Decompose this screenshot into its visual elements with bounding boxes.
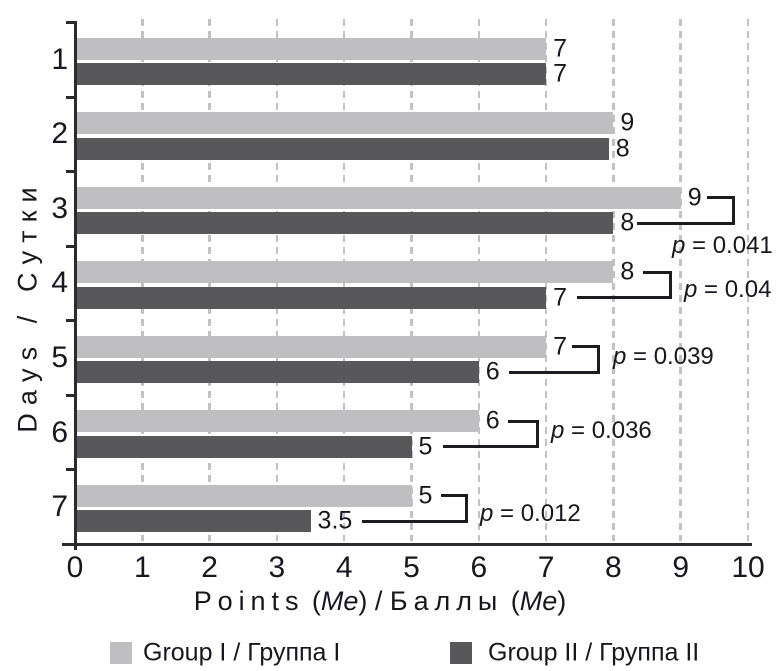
p-bracket-vertical-day5 xyxy=(597,345,600,374)
p-value-label-day7: p = 0.012 xyxy=(480,500,581,527)
p-symbol: p xyxy=(672,232,686,259)
y-tick-label-day1: 1 xyxy=(51,42,68,76)
p-value-label-day4: p = 0.04 xyxy=(684,276,772,303)
gridline-x8 xyxy=(612,19,615,541)
x-axis-title-part-5: ( xyxy=(503,586,520,616)
y-tick-label-day2: 2 xyxy=(51,117,68,151)
x-tick-label-6: 6 xyxy=(470,551,488,584)
y-tick-label-day7: 7 xyxy=(51,490,68,524)
value-label-series1-day4: 8 xyxy=(620,257,635,286)
value-label-series1-day1: 7 xyxy=(553,34,567,62)
gridline-x9 xyxy=(679,19,682,541)
value-label-series1-day2: 9 xyxy=(620,108,635,137)
p-bracket-vertical-day3 xyxy=(732,196,735,225)
y-axis-tick-5 xyxy=(66,393,75,397)
bar-series2-day2 xyxy=(76,137,609,160)
gridline-x10 xyxy=(746,19,750,541)
y-tick-label-day5: 5 xyxy=(51,341,68,375)
y-axis-tick-3 xyxy=(66,244,75,248)
value-label-series2-day3: 8 xyxy=(620,208,635,237)
y-axis-tick-2 xyxy=(66,170,75,174)
y-axis-tick-1 xyxy=(66,95,75,99)
x-axis-title-part-6: Me xyxy=(519,586,558,616)
p-bracket-vertical-day4 xyxy=(669,270,672,300)
y-axis-tick-4 xyxy=(66,319,75,323)
p-symbol: p xyxy=(480,500,494,527)
p-bracket-top-day3 xyxy=(707,196,735,200)
x-axis-title-part-2: Me xyxy=(320,586,359,616)
value-label-series2-day4: 7 xyxy=(553,283,567,312)
p-bracket-top-day7 xyxy=(441,494,468,498)
x-tick-label-4: 4 xyxy=(335,551,353,584)
bar-series1-day7 xyxy=(76,484,412,507)
x-axis-title-part-4: Баллы xyxy=(389,586,504,616)
value-label-series2-day7: 3.5 xyxy=(317,506,353,535)
bar-series1-day2 xyxy=(76,112,614,135)
y-axis-tick-6 xyxy=(66,468,75,472)
x-axis-title-part-0: Points xyxy=(193,586,305,616)
p-bracket-top-day6 xyxy=(508,419,539,423)
bar-series1-day5 xyxy=(76,335,547,358)
legend-label-group1: Group I / Группа I xyxy=(143,638,341,667)
x-axis-title-part-3: ) / xyxy=(358,586,390,616)
bar-series1-day4 xyxy=(76,261,614,284)
x-tick-label-9: 9 xyxy=(672,551,690,584)
x-axis-line xyxy=(62,543,752,546)
p-value-label-day6: p = 0.036 xyxy=(551,417,652,444)
x-tick-label-0: 0 xyxy=(66,551,84,584)
x-tick-label-10: 10 xyxy=(731,551,765,584)
legend-label-group2: Group II / Группа II xyxy=(488,638,700,667)
p-bracket-bottom-day4 xyxy=(577,296,672,300)
x-tick-label-3: 3 xyxy=(268,551,286,584)
legend-swatch-group1 xyxy=(110,642,132,664)
bar-series2-day6 xyxy=(76,435,412,458)
bar-series1-day1 xyxy=(76,37,547,60)
p-bracket-bottom-day7 xyxy=(362,519,468,523)
p-value-label-day3: p = 0.041 xyxy=(672,232,773,259)
bar-series2-day1 xyxy=(76,63,547,85)
p-bracket-bottom-day5 xyxy=(509,370,600,374)
value-label-series1-day7: 5 xyxy=(418,481,433,510)
y-tick-label-day3: 3 xyxy=(51,191,68,225)
p-bracket-top-day4 xyxy=(643,270,672,274)
p-bracket-vertical-day7 xyxy=(465,494,468,523)
legend-swatch-group2 xyxy=(450,642,472,664)
p-bracket-bottom-day3 xyxy=(637,221,735,225)
p-symbol: p xyxy=(551,417,565,444)
value-label-series1-day5: 7 xyxy=(553,332,567,361)
value-label-series2-day5: 6 xyxy=(485,357,500,386)
x-tick-label-5: 5 xyxy=(403,551,420,584)
p-value-label-day5: p = 0.039 xyxy=(613,343,714,370)
bar-series1-day6 xyxy=(76,410,479,433)
value-label-series2-day2: 8 xyxy=(615,134,630,163)
x-tick-label-8: 8 xyxy=(605,551,622,584)
bar-series2-day4 xyxy=(76,286,547,309)
value-label-series2-day1: 7 xyxy=(553,59,567,88)
x-axis-title-part-7: ) xyxy=(557,586,567,616)
value-label-series1-day3: 9 xyxy=(687,183,702,212)
y-axis-line xyxy=(73,21,77,550)
p-symbol: p xyxy=(613,343,627,370)
bar-series2-day7 xyxy=(76,510,311,533)
value-label-series1-day6: 6 xyxy=(485,406,500,435)
x-tick-label-2: 2 xyxy=(201,551,218,584)
bar-series2-day5 xyxy=(76,361,479,384)
y-axis-tick-0 xyxy=(66,21,75,24)
p-bracket-bottom-day6 xyxy=(443,445,539,449)
x-tick-label-1: 1 xyxy=(133,551,151,584)
value-label-series2-day6: 5 xyxy=(418,432,433,461)
x-tick-label-7: 7 xyxy=(537,551,555,584)
p-symbol: p xyxy=(684,276,698,303)
x-axis-title: Points (Me) / Баллы (Me) xyxy=(75,586,685,617)
x-axis-title-part-1: ( xyxy=(304,586,321,616)
y-tick-label-day4: 4 xyxy=(51,266,68,300)
bar-series2-day3 xyxy=(76,212,614,235)
y-axis-title: Days / Сутки xyxy=(12,179,43,433)
y-tick-label-day6: 6 xyxy=(51,415,68,449)
p-bracket-vertical-day6 xyxy=(536,419,539,449)
p-bracket-top-day5 xyxy=(572,345,600,349)
bar-series1-day3 xyxy=(76,186,681,209)
